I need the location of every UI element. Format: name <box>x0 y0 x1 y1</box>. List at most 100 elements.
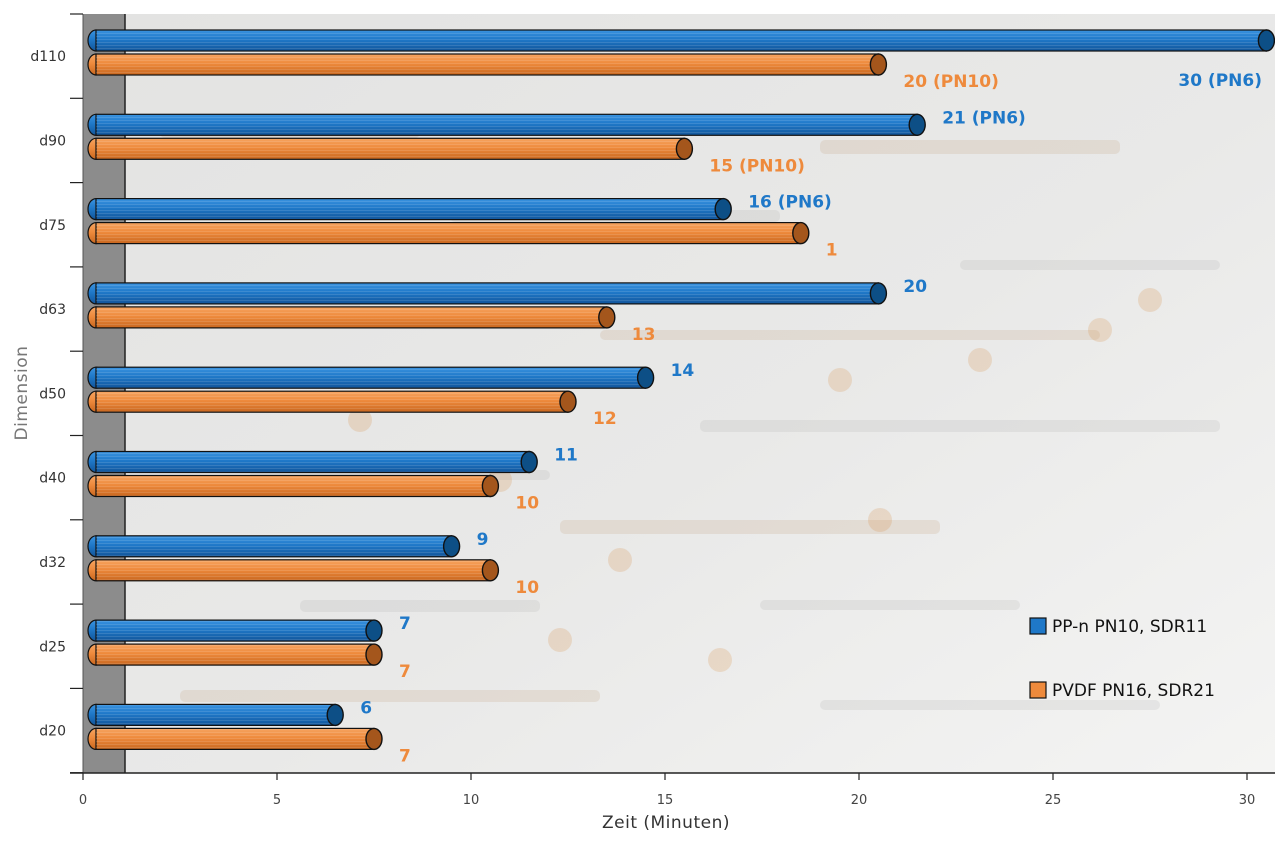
bar-end-cap <box>1257 29 1275 52</box>
background-pipe <box>180 690 600 702</box>
bar-group <box>87 29 1275 52</box>
category-label: d50 <box>39 386 66 402</box>
x-tick-label: 0 <box>79 793 87 808</box>
value-labels: 30 (PN6) 20 (PN10) 21 (PN6) 15 (PN10) 16 (PN… <box>360 71 1262 766</box>
bar-group <box>87 221 810 245</box>
value-label: 14 <box>671 361 695 381</box>
bar-group <box>87 366 655 389</box>
bar-end-cap <box>365 643 383 666</box>
bar-group <box>87 619 383 642</box>
background-valve <box>708 648 732 672</box>
background-valve <box>1138 288 1162 312</box>
background-pipe <box>960 260 1220 270</box>
category-label: d75 <box>39 218 66 234</box>
value-label: 13 <box>632 325 656 345</box>
background-pipe <box>700 420 1220 432</box>
bar-end-cap <box>714 197 732 221</box>
value-label: 16 (PN6) <box>748 193 832 213</box>
background-valve <box>828 368 852 392</box>
background-valve <box>548 628 572 652</box>
background-pipe <box>820 140 1120 154</box>
bar-end-cap <box>792 221 810 245</box>
x-axis-title: Zeit (Minuten) <box>602 813 730 833</box>
background-valve <box>968 348 992 372</box>
bar-stripes <box>96 392 568 412</box>
value-label: 10 <box>515 578 539 598</box>
bar-stripes <box>96 199 724 219</box>
value-label: 21 (PN6) <box>942 108 1026 128</box>
bar-end-cap <box>442 535 461 558</box>
bar-group <box>87 450 538 474</box>
category-label: d40 <box>39 471 66 487</box>
bar-end-cap <box>481 559 500 582</box>
value-label: 15 (PN10) <box>709 156 804 176</box>
bar-group <box>87 53 888 76</box>
bar-stripes <box>96 452 530 472</box>
background-pipe <box>300 600 540 612</box>
background-pipe <box>820 700 1160 710</box>
bar-group <box>87 643 383 666</box>
bar-stripes <box>96 307 607 327</box>
value-label: 9 <box>477 530 489 550</box>
x-tick-label: 20 <box>851 793 868 808</box>
bar-group <box>87 137 694 161</box>
x-tick-label: 15 <box>657 793 674 808</box>
bar-stripes <box>96 476 491 496</box>
value-label: 20 <box>903 277 927 297</box>
bar-stripes <box>96 729 374 749</box>
value-label: 1 <box>826 241 838 261</box>
bar-group <box>87 113 926 137</box>
value-label: 20 (PN10) <box>903 72 998 92</box>
bar-group <box>87 282 888 305</box>
background-pipe <box>600 330 1100 340</box>
bar-stripes <box>96 560 491 580</box>
bar-stripes <box>96 31 1267 50</box>
background-pipe <box>760 600 1020 610</box>
bar-end-cap <box>365 727 383 751</box>
background-pipe <box>560 520 940 534</box>
background-valve <box>1088 318 1112 342</box>
bar-end-cap <box>636 366 655 389</box>
bar-end-cap <box>675 137 694 161</box>
legend-label: PVDF PN16, SDR21 <box>1052 681 1215 701</box>
background-valve <box>608 548 632 572</box>
bar-stripes <box>96 645 374 665</box>
bars <box>87 29 1275 751</box>
bar-group <box>87 703 344 727</box>
x-tick-label: 25 <box>1045 793 1062 808</box>
category-label: d90 <box>39 133 66 149</box>
bar-group <box>87 197 732 221</box>
x-tick-label: 5 <box>273 793 281 808</box>
category-label: d32 <box>39 555 66 571</box>
bar-stripes <box>96 621 374 641</box>
value-label: 7 <box>399 746 411 766</box>
value-label: 7 <box>399 662 411 682</box>
category-label: d110 <box>30 49 66 65</box>
bar-end-cap <box>520 450 538 474</box>
bar-end-cap <box>481 474 500 498</box>
value-label: 11 <box>554 446 578 466</box>
category-label: d20 <box>39 724 66 740</box>
value-label: 30 (PN6) <box>1178 71 1262 91</box>
bar-stripes <box>96 223 801 243</box>
bar-group <box>87 727 383 751</box>
bar-end-cap <box>598 306 616 329</box>
value-label: 7 <box>399 614 411 634</box>
bar-group <box>87 390 577 413</box>
bar-group <box>87 306 616 329</box>
bar-stripes <box>96 705 336 725</box>
bar-stripes <box>96 115 918 135</box>
bar-end-cap <box>365 619 383 642</box>
category-label: d63 <box>39 302 66 318</box>
legend-label: PP-n PN10, SDR11 <box>1052 617 1207 637</box>
x-tick-label: 30 <box>1239 793 1256 808</box>
legend-swatch <box>1029 681 1047 699</box>
bar-end-cap <box>326 703 344 727</box>
background-valve <box>348 408 372 432</box>
bar-stripes <box>96 536 452 556</box>
x-tick-label: 10 <box>463 793 480 808</box>
background-valve <box>868 508 892 532</box>
value-label: 12 <box>593 409 617 429</box>
value-label: 10 <box>515 494 539 514</box>
